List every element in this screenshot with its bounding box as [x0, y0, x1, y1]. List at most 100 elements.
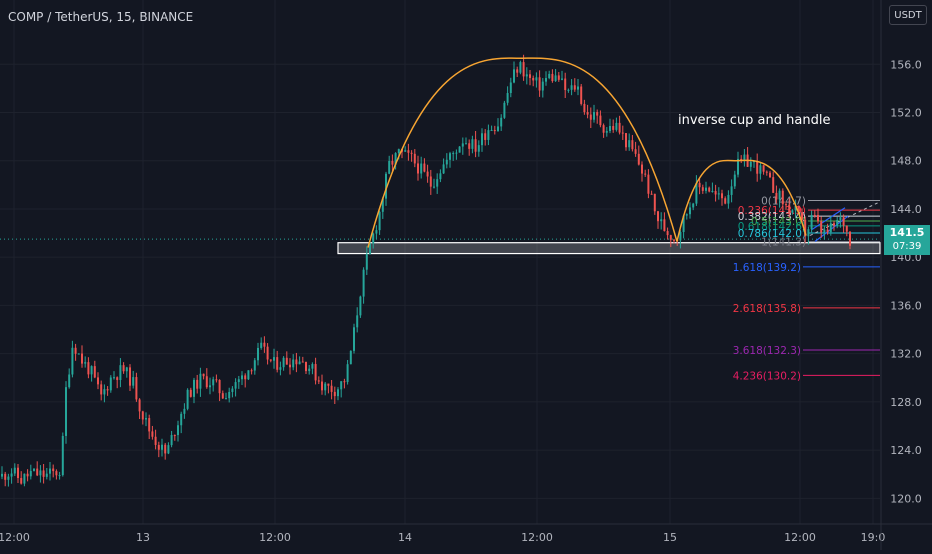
candle-body	[215, 379, 218, 381]
candle-body	[260, 342, 263, 348]
candle-body	[577, 86, 579, 90]
candle-body	[637, 153, 640, 165]
candle-body	[20, 478, 23, 484]
candle-body	[330, 385, 333, 392]
candle-body	[157, 444, 160, 450]
candle-body	[663, 219, 666, 232]
candle-body	[308, 368, 311, 372]
candle-body	[23, 473, 26, 484]
fib-level-label: 1(141.3)	[761, 237, 806, 249]
candle-body	[81, 353, 83, 364]
candle-body	[625, 133, 627, 148]
x-tick-label: 12:00	[784, 531, 816, 544]
y-tick-label: 124.0	[890, 444, 922, 457]
candle-body	[685, 214, 688, 216]
candle-body	[593, 112, 595, 120]
candle-body	[407, 150, 410, 153]
candle-body	[193, 379, 195, 397]
candle-body	[503, 102, 506, 118]
candle-body	[189, 389, 192, 397]
candle-body	[68, 374, 71, 388]
candle-body	[170, 435, 173, 446]
candle-body	[58, 475, 61, 477]
x-tick-label: 15	[663, 531, 677, 544]
candle-body	[10, 473, 13, 477]
candle-body	[465, 143, 467, 145]
candle-body	[106, 389, 109, 391]
candle-body	[388, 160, 391, 174]
candle-body	[570, 85, 573, 90]
candle-body	[529, 74, 531, 78]
bar-countdown: 07:39	[892, 241, 922, 252]
candle-body	[282, 357, 285, 368]
candle-body	[567, 89, 570, 91]
candle-body	[612, 126, 615, 130]
x-tick-label: 19:0	[861, 531, 886, 544]
candle-body	[257, 347, 259, 361]
candle-body	[209, 385, 211, 388]
candle-body	[161, 444, 163, 450]
y-tick-label: 132.0	[890, 348, 922, 361]
y-tick-label: 144.0	[890, 203, 922, 216]
candle-body	[682, 215, 685, 233]
candle-body	[500, 117, 503, 127]
y-tick-label: 128.0	[890, 396, 922, 409]
candle-body	[615, 122, 618, 130]
candle-body	[404, 150, 407, 152]
fib-level-label: 0.786(142.0)	[738, 228, 806, 240]
candle-body	[842, 217, 845, 226]
candle-body	[519, 62, 522, 73]
candle-body	[609, 126, 611, 132]
candle-body	[759, 165, 762, 174]
candle-body	[778, 190, 781, 200]
candle-body	[660, 219, 663, 222]
candle-body	[141, 411, 144, 420]
candle-body	[474, 139, 477, 152]
currency-label[interactable]: USDT	[889, 5, 927, 25]
candle-body	[52, 468, 55, 472]
candle-body	[509, 82, 512, 94]
fib-level-label: 0.5(143.0)	[751, 216, 806, 228]
x-tick-label: 12:00	[521, 531, 553, 544]
candle-body	[410, 152, 413, 154]
candle-body	[29, 470, 32, 477]
pattern-annotation: inverse cup and handle	[678, 113, 831, 128]
candle-body	[317, 380, 320, 382]
candle-body	[266, 346, 269, 360]
candle-body	[221, 393, 224, 399]
candle-body	[564, 78, 567, 91]
candle-body	[468, 143, 471, 149]
fib-level-label: 2.618(135.8)	[733, 303, 801, 315]
candle-body	[772, 177, 775, 193]
candle-body	[538, 77, 541, 91]
candle-body	[801, 212, 803, 220]
candle-body	[714, 190, 717, 195]
candle-body	[375, 230, 378, 234]
candle-body	[84, 362, 87, 364]
candle-body	[292, 359, 295, 368]
candle-body	[4, 473, 7, 480]
candle-body	[740, 158, 743, 161]
candle-body	[305, 361, 307, 372]
candle-body	[583, 103, 586, 113]
candle-body	[557, 75, 560, 80]
candle-body	[442, 164, 445, 174]
candle-body	[849, 231, 851, 246]
candle-body	[551, 73, 554, 82]
x-tick-label: 13	[136, 531, 150, 544]
candle-body	[167, 445, 170, 454]
cup-arc	[367, 57, 678, 248]
candle-body	[196, 379, 199, 389]
candle-body	[522, 62, 525, 77]
candle-body	[727, 194, 730, 204]
candle-body	[346, 364, 349, 382]
candle-body	[497, 126, 499, 132]
candle-body	[733, 174, 736, 187]
candle-body	[743, 154, 746, 161]
candle-body	[506, 93, 509, 103]
candle-body	[90, 366, 93, 375]
candle-body	[781, 190, 784, 205]
candle-body	[337, 389, 339, 397]
